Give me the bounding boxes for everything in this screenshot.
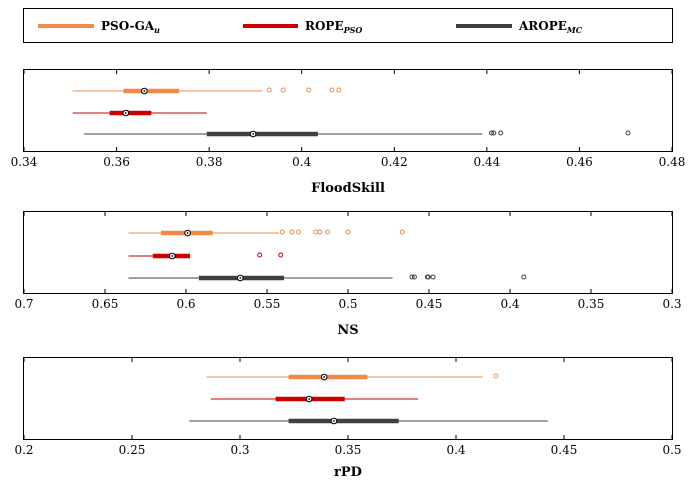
floodskill-arope-median-dot <box>252 133 255 135</box>
ns-tick-label: 0.3 <box>662 297 681 311</box>
rpd-rope-median-dot <box>308 398 311 400</box>
ns-tick-label: 0.35 <box>578 297 605 311</box>
panel-floodskill-xlabel: FloodSkill <box>311 181 385 196</box>
ns-tick-label: 0.5 <box>338 297 357 311</box>
panel-rpd: rPD 0.2 0.25 0.3 0.35 0.4 0.45 0.5 <box>14 357 682 480</box>
floodskill-tick-label: 0.46 <box>566 155 593 169</box>
floodskill-pso-ga-outlier <box>329 87 335 93</box>
ns-arope-outlier <box>430 274 436 280</box>
ns-rope-median-dot <box>171 255 174 257</box>
legend-label-pso-ga-base: PSO-GA <box>101 19 155 33</box>
floodskill-tick-label: 0.42 <box>381 155 408 169</box>
ns-pso-ga-median-dot <box>186 232 189 234</box>
rpd-tick-label: 0.35 <box>335 443 362 457</box>
ns-pso-ga-outlier <box>345 229 351 235</box>
legend-label-pso-ga: PSO-GAu <box>101 19 160 35</box>
rpd-arope-median-dot <box>333 420 335 422</box>
rpd-tick-label: 0.2 <box>14 443 33 457</box>
floodskill-pso-ga-outlier <box>306 87 312 93</box>
floodskill-rope-median-dot <box>124 112 127 114</box>
panel-ns: NS 0.7 0.65 0.6 0.55 0.5 0.45 0.4 0.35 0.3 <box>14 211 682 338</box>
legend-label-rope-base: ROPE <box>305 19 344 33</box>
floodskill-tick-label: 0.34 <box>11 155 38 169</box>
floodskill-arope-outlier <box>625 130 631 136</box>
legend-label-arope-sub: MC <box>566 25 583 35</box>
ns-rope-outlier <box>278 252 284 258</box>
ns-arope-outlier <box>409 274 415 280</box>
legend-label-arope: AROPEMC <box>518 19 583 35</box>
floodskill-tick-label: 0.44 <box>473 155 500 169</box>
floodskill-arope-outlier <box>498 130 504 136</box>
ns-pso-ga-outlier <box>313 229 319 235</box>
panel-rpd-frame <box>23 357 673 440</box>
floodskill-tick-label: 0.36 <box>103 155 130 169</box>
floodskill-arope-outlier <box>491 130 497 136</box>
ns-arope-median-dot <box>239 277 242 279</box>
legend-label-arope-base: AROPE <box>518 19 567 33</box>
floodskill-pso-ga-outlier <box>336 87 342 93</box>
ns-pso-ga-outlier <box>325 229 331 235</box>
legend-label-rope-sub: PSO <box>343 25 363 35</box>
ns-arope-outlier <box>425 274 431 280</box>
ns-tick-label: 0.55 <box>254 297 281 311</box>
ns-tick-label: 0.6 <box>176 297 195 311</box>
ns-tick-label: 0.65 <box>92 297 119 311</box>
ns-pso-ga-outlier <box>317 229 323 235</box>
rpd-pso-ga-outlier <box>493 373 499 379</box>
ns-tick-label: 0.4 <box>500 297 519 311</box>
panel-ns-xlabel: NS <box>337 323 358 338</box>
ns-pso-ga-outlier <box>279 229 285 235</box>
ns-tick-label: 0.45 <box>416 297 443 311</box>
floodskill-tick-label: 0.4 <box>292 155 311 169</box>
legend-label-rope: ROPEPSO <box>305 19 362 35</box>
rpd-tick-label: 0.3 <box>230 443 249 457</box>
panel-floodskill: FloodSkill 0.34 0.36 0.38 0.4 0.42 0.44 0.46 0.… <box>11 69 686 196</box>
rpd-tick-label: 0.4 <box>446 443 465 457</box>
floodskill-pso-ga-outlier <box>280 87 286 93</box>
rpd-pso-ga-median-dot <box>323 376 326 378</box>
legend-label-pso-ga-sub: u <box>154 25 160 35</box>
legend-box <box>23 8 673 43</box>
rpd-tick-label: 0.5 <box>662 443 681 457</box>
ns-rope-outlier <box>257 252 263 258</box>
panel-ns-frame <box>23 211 673 294</box>
floodskill-arope-outlier <box>488 130 494 136</box>
panel-rpd-xlabel: rPD <box>334 465 362 480</box>
ns-pso-ga-outlier <box>289 229 295 235</box>
ns-pso-ga-outlier <box>296 229 302 235</box>
ns-arope-outlier <box>521 274 527 280</box>
rpd-tick-label: 0.45 <box>551 443 578 457</box>
panel-floodskill-frame <box>23 69 673 152</box>
rpd-tick-label: 0.25 <box>119 443 146 457</box>
ns-tick-label: 0.7 <box>14 297 33 311</box>
floodskill-pso-ga-outlier <box>266 87 272 93</box>
floodskill-pso-ga-median-dot <box>143 90 146 92</box>
legend: PSO-GAu ROPEPSO AROPEMC <box>23 8 673 43</box>
ns-pso-ga-outlier <box>399 229 405 235</box>
ns-arope-outlier <box>411 274 417 280</box>
floodskill-tick-label: 0.48 <box>659 155 686 169</box>
floodskill-tick-label: 0.38 <box>196 155 223 169</box>
